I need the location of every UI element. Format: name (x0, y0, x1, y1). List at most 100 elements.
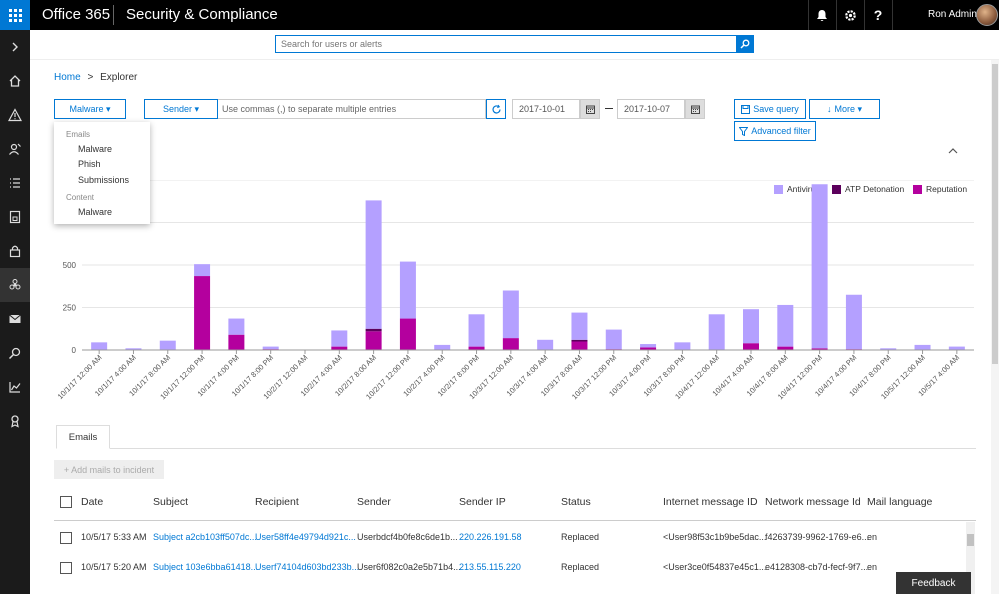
feedback-button[interactable]: Feedback (896, 572, 971, 594)
cell-internet-message-id: <User98f53c1b9be5dac... (663, 532, 767, 542)
tab-underline (56, 448, 976, 449)
bar-antivirus (948, 346, 965, 350)
select-all-checkbox[interactable] (60, 496, 72, 508)
app-launcher-button[interactable] (0, 0, 30, 30)
cell-sender-ip[interactable]: 213.55.115.220 (459, 562, 521, 572)
help-icon[interactable]: ? (873, 7, 883, 23)
bar-antivirus (262, 346, 279, 350)
bar-reputation (502, 338, 519, 350)
table-scrollbar-thumb[interactable] (967, 534, 974, 546)
breadcrumb-home[interactable]: Home (54, 72, 81, 83)
advanced-filter-button[interactable]: Advanced filter (734, 121, 816, 141)
page-scrollbar-thumb[interactable] (992, 64, 998, 364)
bar-antivirus (399, 261, 416, 319)
bar-antivirus (125, 348, 142, 350)
chevron-up-icon[interactable] (948, 146, 958, 157)
top-bar: Office 365 Security & Compliance ? Ron A… (0, 0, 999, 30)
bar-atp-detonation (365, 328, 382, 332)
tab-emails[interactable]: Emails (56, 425, 110, 449)
column-header-internet-message-id[interactable]: Internet message ID (663, 496, 758, 508)
bar-reputation (365, 331, 382, 350)
cell-recipient[interactable]: User58ff4e49794d921c... (255, 532, 356, 542)
permissions-icon[interactable] (0, 132, 30, 166)
home-icon[interactable] (0, 64, 30, 98)
app-title[interactable]: Security & Compliance (126, 6, 278, 23)
data-loss-prevention-icon[interactable] (0, 200, 30, 234)
cell-subject[interactable]: Subject a2cb103ff507dc... (153, 532, 257, 542)
bar-antivirus (434, 344, 451, 350)
filter-value-input[interactable]: Use commas (,) to separate multiple entr… (218, 99, 486, 119)
column-header-sender-ip[interactable]: Sender IP (459, 496, 506, 508)
column-header-mail-language[interactable]: Mail language (867, 496, 933, 508)
table-scrollbar[interactable] (966, 522, 975, 594)
user-name[interactable]: Ron Admin (928, 9, 977, 20)
cell-recipient[interactable]: Userf74104d603bd233b... (255, 562, 360, 572)
legend-swatch (832, 184, 841, 194)
legend-label: Antivirus (787, 184, 820, 194)
end-date-input[interactable]: 2017-10-07 (617, 99, 685, 119)
expand-nav-icon[interactable] (0, 30, 30, 64)
cell-network-message-id: f4263739-9962-1769-e6... (765, 532, 870, 542)
column-header-date[interactable]: Date (81, 496, 104, 508)
legend-item-reputation[interactable]: Reputation (913, 184, 967, 194)
start-date-picker-button[interactable] (580, 99, 600, 119)
bar-reputation (640, 347, 657, 350)
bar-antivirus (811, 184, 828, 349)
threat-management-icon[interactable] (0, 268, 30, 302)
mail-icon[interactable] (0, 302, 30, 336)
divider (864, 0, 865, 30)
start-date-input[interactable]: 2017-10-01 (512, 99, 580, 119)
dropdown-item-malware[interactable]: Malware (78, 144, 113, 154)
view-dropdown-button[interactable]: Malware ▾ (54, 99, 126, 119)
more-button[interactable]: ↓ More ▾ (809, 99, 880, 119)
more-label: More ▾ (834, 103, 863, 114)
reports-icon[interactable] (0, 370, 30, 404)
dropdown-item-submissions[interactable]: Submissions (78, 175, 130, 185)
bar-reputation (331, 346, 348, 350)
bar-antivirus (502, 290, 519, 339)
cell-network-message-id: e4128308-cb7d-fecf-9f7... (765, 562, 869, 572)
refresh-button[interactable] (486, 99, 506, 119)
cell-subject[interactable]: Subject 103e6bba61418... (153, 562, 259, 572)
bar-antivirus (777, 304, 794, 347)
bar-antivirus (845, 294, 862, 350)
view-dropdown-menu: Emails Malware Phish Submissions Content… (54, 122, 150, 224)
search-input[interactable] (275, 35, 737, 53)
dropdown-item-phish[interactable]: Phish (78, 159, 101, 169)
cell-sender-ip[interactable]: 220.226.191.58 (459, 532, 522, 542)
cell-status: Replaced (561, 562, 600, 572)
column-header-status[interactable]: Status (561, 496, 591, 508)
bell-icon[interactable] (808, 0, 836, 30)
service-assurance-icon[interactable] (0, 404, 30, 438)
bar-reputation (811, 348, 828, 350)
column-header-network-message-id[interactable]: Network message Id (765, 496, 861, 508)
cell-mail-language: en (867, 562, 878, 572)
column-header-recipient[interactable]: Recipient (255, 496, 299, 508)
avatar[interactable] (976, 4, 998, 26)
row-checkbox[interactable] (60, 562, 72, 574)
row-checkbox[interactable] (60, 532, 72, 544)
alert-icon[interactable] (0, 98, 30, 132)
cell-date: 10/5/17 5:33 AM (81, 532, 147, 542)
left-navigation (0, 30, 30, 594)
save-icon (741, 104, 751, 114)
refresh-icon (491, 104, 501, 113)
dropdown-item-content-malware[interactable]: Malware (78, 207, 113, 217)
column-header-subject[interactable]: Subject (153, 496, 189, 508)
legend-item-atp-detonation[interactable]: ATP Detonation (832, 184, 904, 194)
field-dropdown-button[interactable]: Sender ▾ (144, 99, 218, 119)
end-date-picker-button[interactable] (685, 99, 705, 119)
legend-item-antivirus[interactable]: Antivirus (774, 184, 820, 194)
column-header-sender[interactable]: Sender (357, 496, 391, 508)
bar-reputation (399, 318, 416, 350)
classifications-icon[interactable] (0, 166, 30, 200)
lock-icon[interactable] (0, 234, 30, 268)
search-button[interactable] (736, 35, 754, 53)
save-query-button[interactable]: Save query (734, 99, 806, 119)
search-nav-icon[interactable] (0, 336, 30, 370)
bar-antivirus (914, 344, 931, 350)
gear-icon[interactable] (836, 0, 864, 30)
bar-antivirus (605, 329, 622, 350)
brand-name[interactable]: Office 365 (42, 6, 111, 23)
add-mails-to-incident-button[interactable]: + Add mails to incident (54, 460, 164, 479)
